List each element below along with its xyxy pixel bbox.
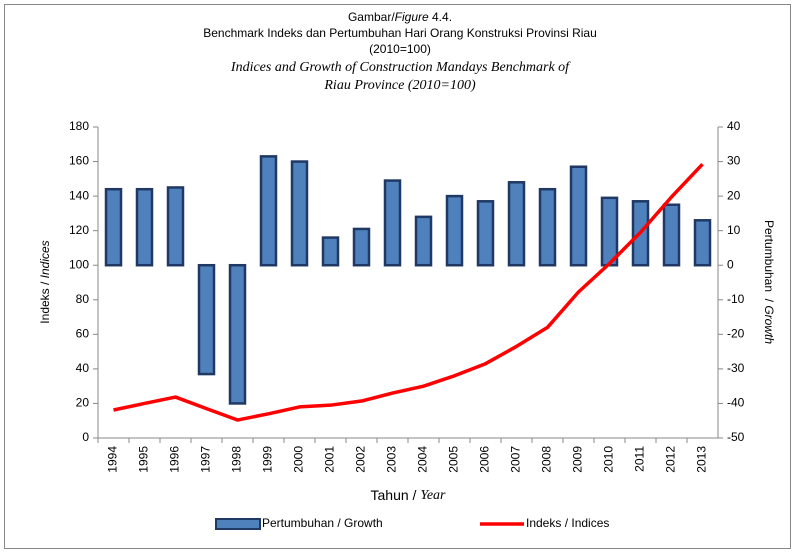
- x-tick-label: 1994: [106, 446, 120, 473]
- y2-tick-label: 10: [727, 223, 741, 237]
- chart-title: Gambar/Figure 4.4.: [348, 10, 452, 24]
- bar: [414, 215, 433, 267]
- bar: [507, 181, 526, 267]
- bar: [383, 179, 402, 267]
- bar: [135, 187, 154, 267]
- subtitle: (2010=100): [369, 42, 431, 56]
- bar: [538, 187, 557, 267]
- label-part: Indeks /: [38, 278, 52, 323]
- y2-tick-label: 30: [727, 154, 741, 168]
- title-part: 4.4.: [429, 10, 452, 24]
- subtitle-en: Indices and Growth of Construction Manda…: [230, 60, 571, 75]
- bar: [259, 155, 278, 267]
- label-part: Indices: [38, 240, 52, 278]
- y-tick-label: 40: [76, 361, 90, 375]
- y2-axis-label: Pertumbuhan / Growth: [762, 220, 776, 344]
- y-tick-label: 140: [69, 188, 89, 202]
- legend-label: Pertumbuhan / Growth: [262, 516, 383, 530]
- x-tick-label: 2007: [509, 446, 523, 473]
- bar: [166, 186, 185, 267]
- y-tick-label: 160: [69, 154, 89, 168]
- y2-tick-label: 40: [727, 119, 741, 133]
- x-tick-label: 2006: [478, 446, 492, 473]
- y2-tick-label: -40: [727, 396, 745, 410]
- subtitle: Benchmark Indeks dan Pertumbuhan Hari Or…: [203, 26, 597, 40]
- subtitle-en: Riau Province (2010=100): [323, 78, 476, 93]
- bar: [197, 263, 216, 376]
- title-part: Figure: [395, 10, 429, 24]
- bar: [321, 236, 340, 267]
- x-axis-label: Tahun / Year: [371, 487, 447, 504]
- x-tick-label: 2002: [354, 446, 368, 473]
- y-tick-label: 0: [82, 430, 89, 444]
- legend-swatch: [215, 518, 261, 530]
- y2-tick-label: -50: [727, 430, 745, 444]
- y-tick-label: 100: [69, 257, 89, 271]
- y-tick-label: 60: [76, 327, 90, 341]
- bar: [600, 196, 619, 267]
- x-tick-label: 1995: [137, 446, 151, 473]
- x-tick-label: 2001: [323, 446, 337, 473]
- bar: [104, 187, 123, 267]
- y2-tick-label: -30: [727, 361, 745, 375]
- bar: [693, 219, 712, 267]
- x-tick-label: 2011: [633, 446, 647, 472]
- x-tick-label: 2005: [447, 446, 461, 473]
- label-part: Growth: [762, 305, 776, 344]
- y2-tick-label: -20: [727, 327, 745, 341]
- y-tick-label: 180: [69, 119, 89, 133]
- legend-label: Indeks / Indices: [526, 516, 609, 530]
- x-tick-label: 1996: [168, 446, 182, 473]
- x-tick-label: 2009: [571, 446, 585, 473]
- bar: [352, 227, 371, 267]
- x-tick-label: 1997: [199, 446, 213, 473]
- bar: [476, 200, 495, 267]
- y2-tick-label: 0: [727, 257, 734, 271]
- bar: [228, 263, 247, 405]
- y-tick-label: 80: [76, 292, 90, 306]
- label-part: Pertumbuhan /: [762, 220, 776, 305]
- title-part: Gambar/: [348, 10, 395, 24]
- y-tick-label: 20: [76, 396, 90, 410]
- x-tick-label: 2004: [416, 446, 430, 473]
- x-tick-label: 1999: [261, 446, 275, 473]
- bar: [569, 165, 588, 267]
- x-tick-label: 2008: [540, 446, 554, 473]
- y-tick-label: 120: [69, 223, 89, 237]
- bar: [662, 203, 681, 267]
- y2-tick-label: 20: [727, 188, 741, 202]
- y2-tick-label: -10: [727, 292, 745, 306]
- x-tick-label: 2013: [695, 446, 709, 473]
- x-tick-label: 1998: [230, 446, 244, 473]
- x-tick-label: 2012: [664, 446, 678, 473]
- x-tick-label: 2003: [385, 446, 399, 473]
- bar: [445, 194, 464, 267]
- bar: [290, 160, 309, 267]
- x-tick-label: 2000: [292, 446, 306, 473]
- x-tick-label: 2010: [602, 446, 616, 473]
- line: [113, 162, 704, 422]
- label-part: Year: [420, 488, 446, 503]
- y-axis-label: Indeks / Indices: [38, 240, 52, 323]
- label-part: Tahun /: [371, 487, 421, 503]
- chart-border: [4, 4, 791, 549]
